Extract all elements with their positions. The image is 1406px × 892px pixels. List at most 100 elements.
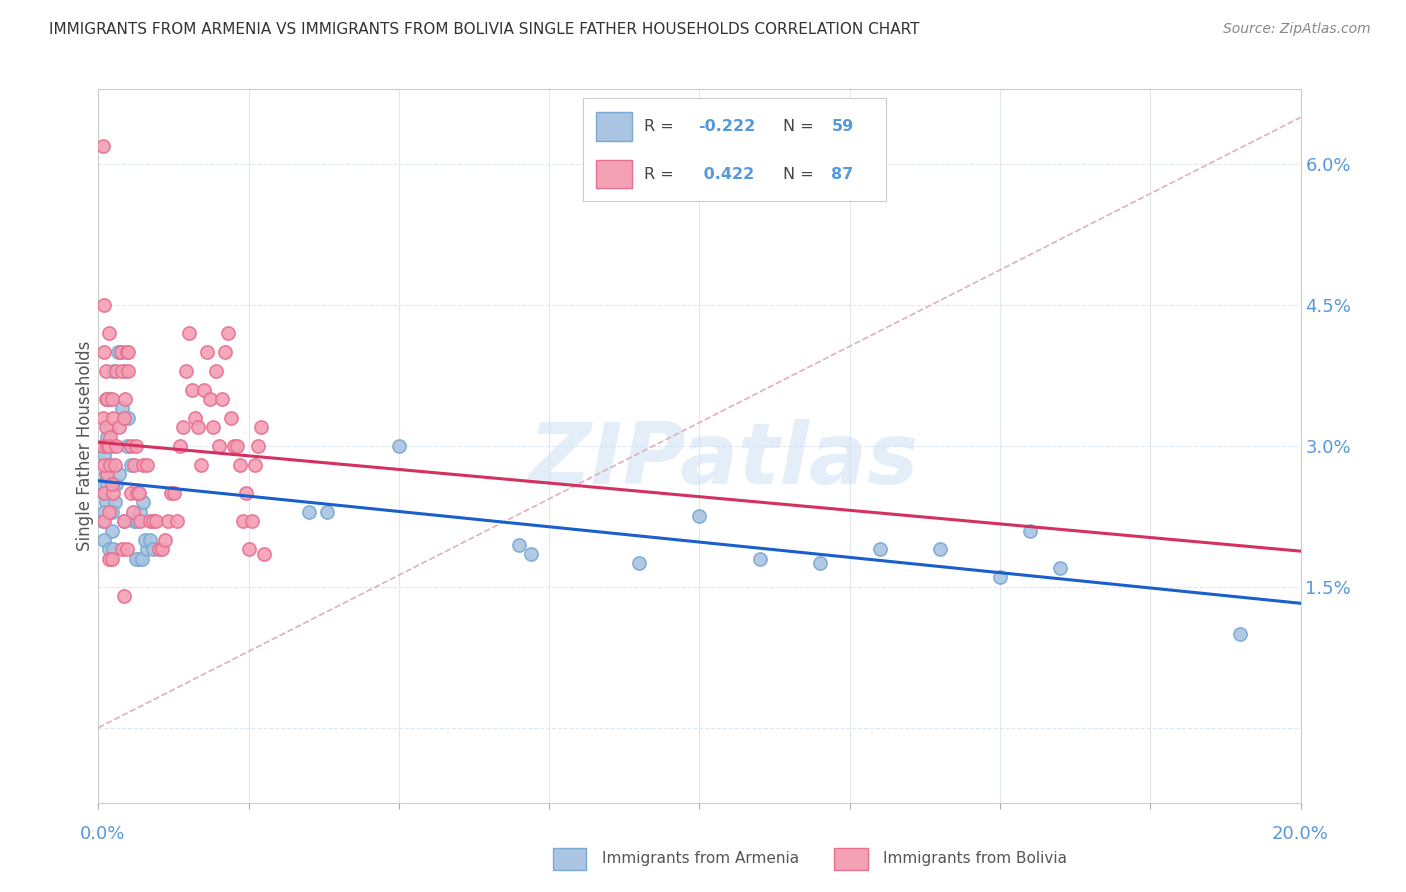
Text: R =: R = xyxy=(644,167,679,182)
Point xyxy=(204,364,226,378)
Point xyxy=(217,326,239,341)
Point xyxy=(208,439,231,453)
Point xyxy=(121,458,143,472)
Point xyxy=(98,439,121,453)
Point xyxy=(96,429,118,443)
Point xyxy=(198,392,221,406)
Point xyxy=(117,439,139,453)
Point xyxy=(103,486,125,500)
Point xyxy=(219,410,242,425)
Point xyxy=(117,364,139,378)
Point xyxy=(93,514,115,528)
Bar xyxy=(553,848,586,870)
Point xyxy=(100,476,122,491)
Text: Immigrants from Bolivia: Immigrants from Bolivia xyxy=(883,852,1067,866)
Point xyxy=(96,476,118,491)
Point xyxy=(96,392,118,406)
Point xyxy=(235,486,257,500)
Point xyxy=(98,326,121,341)
Point xyxy=(689,509,711,524)
Point xyxy=(138,514,160,528)
Point xyxy=(808,557,831,571)
Point xyxy=(156,514,179,528)
Point xyxy=(91,476,114,491)
Point xyxy=(141,542,163,557)
Point xyxy=(98,542,121,557)
Point xyxy=(117,542,139,557)
Point xyxy=(100,429,122,443)
Point xyxy=(180,383,202,397)
Point xyxy=(238,542,260,557)
Point xyxy=(135,542,157,557)
Point xyxy=(129,505,152,519)
Point xyxy=(103,410,125,425)
Text: N =: N = xyxy=(783,167,818,182)
Point xyxy=(132,495,155,509)
Point xyxy=(91,514,114,528)
Point xyxy=(98,551,121,566)
Point xyxy=(129,514,152,528)
Point xyxy=(135,458,157,472)
Text: 0.422: 0.422 xyxy=(699,167,755,182)
Point xyxy=(162,486,184,500)
Point xyxy=(100,420,122,434)
Text: 0.0%: 0.0% xyxy=(80,825,125,843)
Text: IMMIGRANTS FROM ARMENIA VS IMMIGRANTS FROM BOLIVIA SINGLE FATHER HOUSEHOLDS CORR: IMMIGRANTS FROM ARMENIA VS IMMIGRANTS FR… xyxy=(49,22,920,37)
FancyBboxPatch shape xyxy=(596,112,631,141)
Point xyxy=(628,557,651,571)
Point xyxy=(91,439,114,453)
Point xyxy=(111,542,134,557)
Point xyxy=(110,345,132,359)
Point xyxy=(138,533,160,547)
Text: 87: 87 xyxy=(831,167,853,182)
Point xyxy=(96,467,118,482)
Point xyxy=(132,458,155,472)
Point xyxy=(117,410,139,425)
Point xyxy=(111,364,134,378)
Point xyxy=(121,439,143,453)
Point xyxy=(153,533,176,547)
Point xyxy=(105,439,128,453)
Point xyxy=(100,458,122,472)
Point xyxy=(150,542,173,557)
Point xyxy=(193,383,215,397)
Point xyxy=(240,514,263,528)
Point xyxy=(112,410,135,425)
Point xyxy=(108,467,131,482)
Point xyxy=(988,570,1011,584)
Point xyxy=(141,514,163,528)
Point xyxy=(125,439,148,453)
Point xyxy=(100,551,122,566)
Point xyxy=(100,524,122,538)
Point xyxy=(128,551,150,566)
Point xyxy=(128,486,150,500)
Point xyxy=(298,505,321,519)
Point xyxy=(520,547,543,561)
Point xyxy=(93,533,115,547)
Point xyxy=(125,551,148,566)
Point xyxy=(243,458,266,472)
Point xyxy=(187,420,209,434)
Point xyxy=(159,486,181,500)
Text: Immigrants from Armenia: Immigrants from Armenia xyxy=(602,852,799,866)
Point xyxy=(94,495,117,509)
Point xyxy=(222,439,245,453)
Point xyxy=(107,345,129,359)
Point xyxy=(232,514,254,528)
Text: R =: R = xyxy=(644,120,679,135)
Point xyxy=(131,551,153,566)
Point xyxy=(112,514,135,528)
Point xyxy=(112,514,135,528)
Point xyxy=(100,392,122,406)
Point xyxy=(100,505,122,519)
Point xyxy=(177,326,200,341)
Point xyxy=(93,505,115,519)
Point xyxy=(94,467,117,482)
Point xyxy=(225,439,247,453)
Point xyxy=(94,467,117,482)
Point xyxy=(105,476,128,491)
Text: -0.222: -0.222 xyxy=(699,120,755,135)
Point xyxy=(103,542,125,557)
Point xyxy=(172,420,194,434)
Point xyxy=(104,476,127,491)
